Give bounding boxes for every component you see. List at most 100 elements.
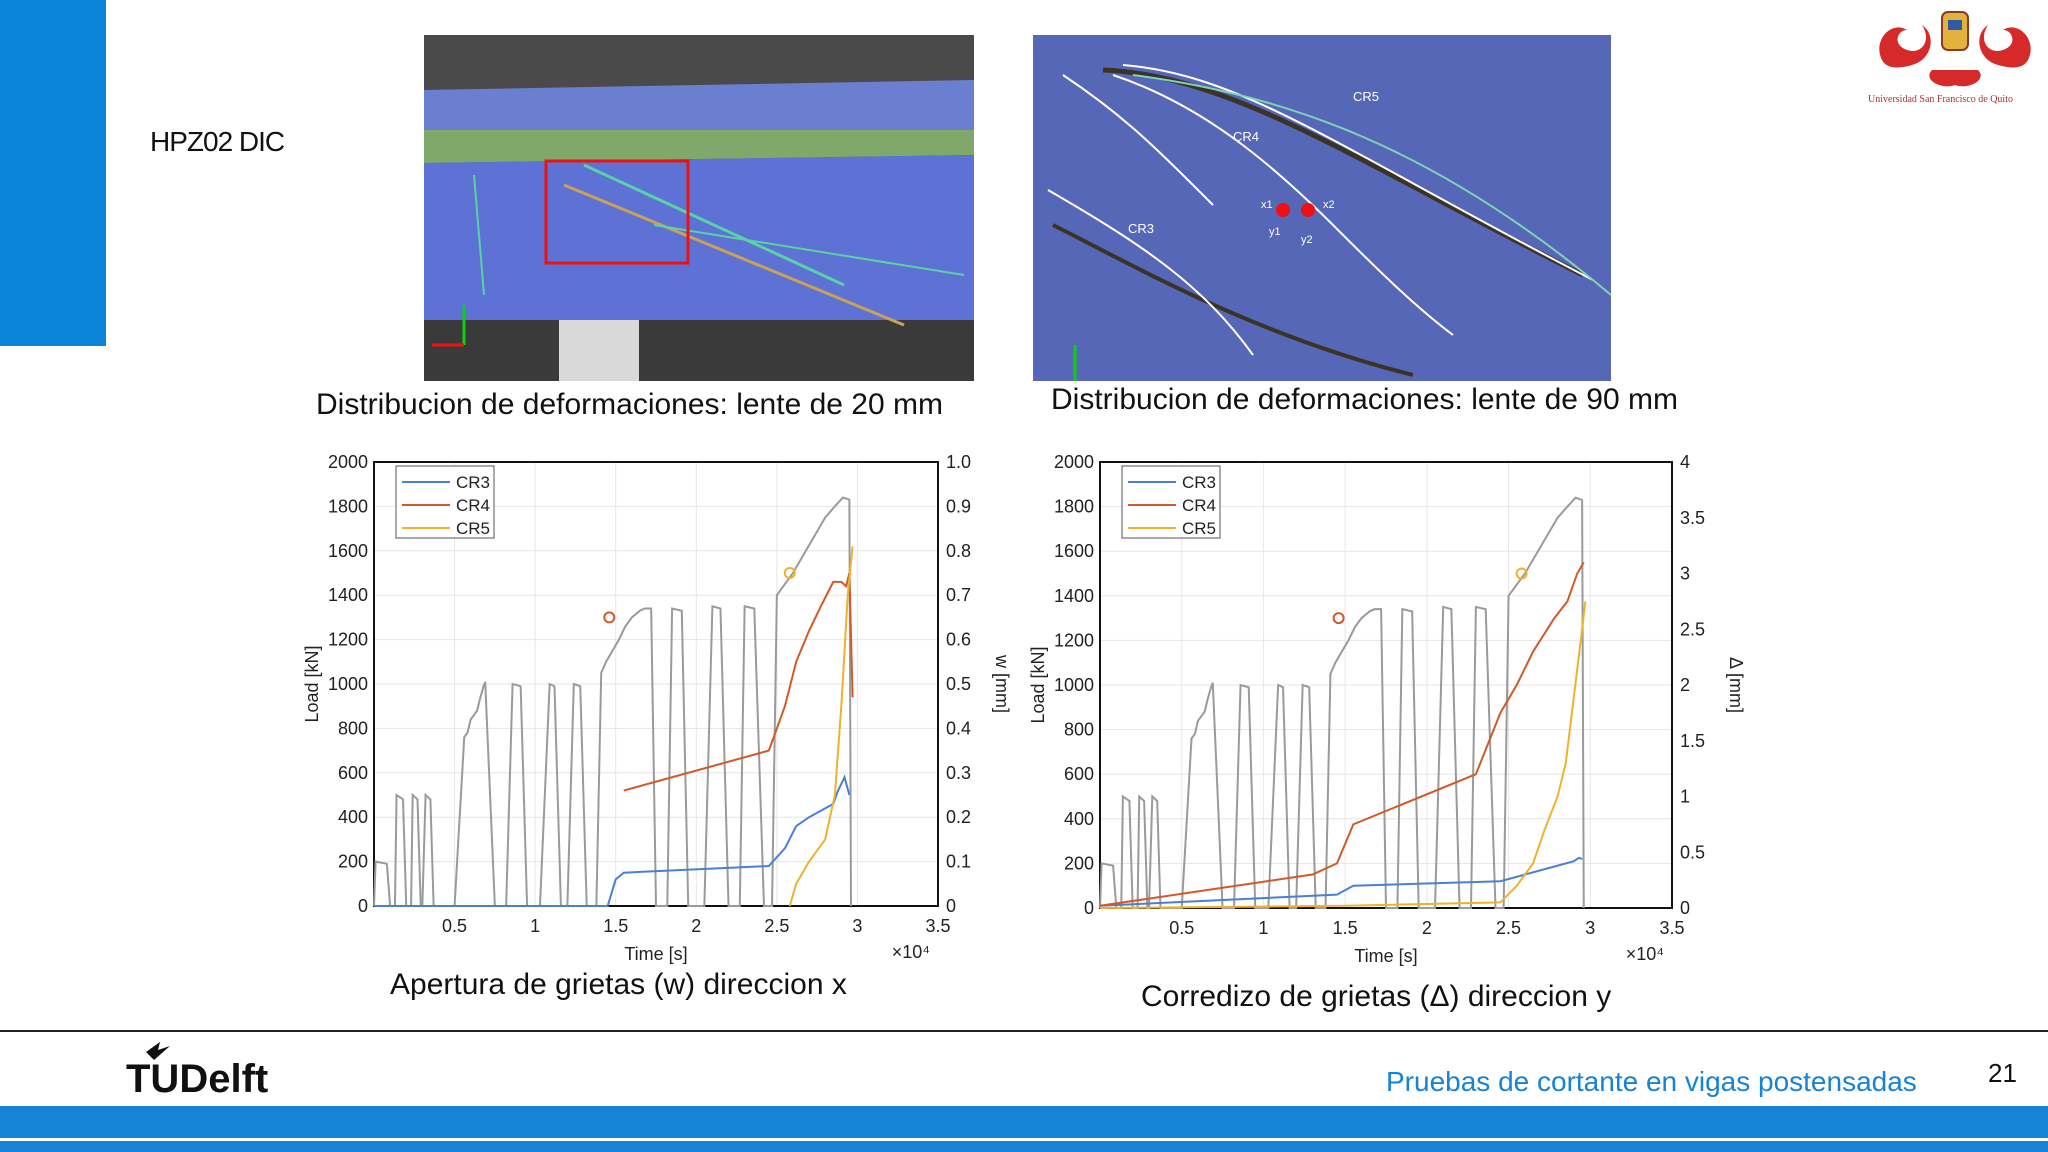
y-axis-label-right: Δ [mm] [1726, 657, 1746, 713]
x-tick-label: 2.5 [1496, 918, 1521, 938]
slide-title: HPZ02 DIC [150, 126, 285, 157]
series-line-cr3 [374, 774, 851, 907]
y-tick-label-right: 0.2 [946, 807, 971, 827]
y-tick-label-left: 200 [1064, 853, 1094, 873]
footer-bar-thin [0, 1141, 2048, 1152]
photo-caption-20mm: Distribucion de deformaciones: lente de … [316, 388, 943, 421]
legend-box [395, 465, 495, 539]
y-tick-label-right: 3 [1680, 564, 1690, 584]
legend-label: CR3 [1182, 473, 1216, 492]
y-tick-label-right: 0 [946, 896, 956, 916]
onset-marker [603, 611, 616, 624]
y-tick-label-left: 1000 [328, 674, 368, 694]
crack-label: CR5 [1353, 89, 1379, 104]
series-line-cr5 [788, 546, 854, 907]
y-tick-label-left: 600 [1064, 764, 1094, 784]
chart-caption-w: Apertura de grietas (w) direccion x [390, 968, 847, 1001]
marker-label: y2 [1301, 234, 1313, 246]
x-tick-label: 0.5 [442, 916, 467, 936]
onset-marker [783, 567, 796, 579]
y-tick-label-left: 0 [358, 896, 368, 916]
crack-label: CR4 [1233, 129, 1259, 144]
y-tick-label-left: 1200 [1054, 630, 1094, 650]
x-tick-label: 1.5 [1333, 918, 1358, 938]
accent-block [0, 0, 106, 346]
y-tick-label-right: 1.5 [1680, 731, 1705, 751]
y-tick-label-left: 800 [1064, 720, 1094, 740]
marker-label: x1 [1261, 199, 1273, 211]
y-tick-label-left: 800 [338, 718, 368, 738]
y-axis-label-right: w [mm] [992, 654, 1012, 713]
legend-label: CR3 [456, 473, 490, 492]
x-axis-multiplier: ×10⁴ [892, 942, 930, 962]
y-tick-label-left: 0 [1084, 898, 1094, 918]
y-axis-label-left: Load [kN] [1028, 646, 1048, 723]
y-tick-label-right: 0.4 [946, 718, 971, 738]
x-tick-label: 0.5 [1169, 918, 1194, 938]
tudelft-logo: TUDelft [126, 1042, 268, 1100]
y-tick-label-right: 0.6 [946, 630, 971, 650]
x-tick-label: 3.5 [1659, 918, 1684, 938]
legend-label: CR5 [1182, 519, 1216, 538]
y-tick-label-left: 600 [338, 763, 368, 783]
crack-label: CR3 [1128, 221, 1154, 236]
legend-box [1121, 465, 1221, 539]
legend-label: CR5 [456, 519, 490, 538]
y-tick-label-left: 1600 [1054, 541, 1094, 561]
y-tick-label-left: 2000 [1054, 452, 1094, 472]
x-axis-label: Time [s] [1354, 946, 1417, 966]
y-axis-label-left: Load [kN] [302, 645, 322, 722]
marker-label: y1 [1269, 226, 1281, 238]
series-line-cr5 [1099, 601, 1587, 909]
y-tick-label-right: 1.0 [946, 452, 971, 472]
series-line-cr4 [1099, 561, 1585, 907]
load-series-line [1099, 496, 1585, 909]
page-number: 21 [1988, 1058, 2017, 1088]
y-tick-label-right: 1 [1680, 787, 1690, 807]
x-tick-label: 3.5 [925, 916, 950, 936]
y-tick-label-left: 2000 [328, 452, 368, 472]
x-tick-label: 3 [1585, 918, 1595, 938]
university-logo-text: Universidad San Francisco de Quito [1868, 94, 2013, 105]
x-tick-label: 2.5 [764, 916, 789, 936]
y-tick-label-left: 200 [338, 852, 368, 872]
x-tick-label: 1 [530, 916, 540, 936]
tudelft-logo-text: TUDelft [126, 1057, 268, 1100]
x-tick-label: 1.5 [603, 916, 628, 936]
y-tick-label-right: 3.5 [1680, 508, 1705, 528]
y-tick-label-right: 0.8 [946, 541, 971, 561]
y-tick-label-left: 400 [338, 807, 368, 827]
y-tick-label-left: 1000 [1054, 675, 1094, 695]
y-tick-label-right: 0.7 [946, 585, 971, 605]
load-series-line [373, 496, 852, 907]
y-tick-label-left: 1400 [328, 585, 368, 605]
marker-label: x2 [1323, 199, 1335, 211]
y-tick-label-left: 1600 [328, 541, 368, 561]
y-tick-label-right: 0.3 [946, 763, 971, 783]
x-axis-multiplier: ×10⁴ [1626, 944, 1664, 964]
legend-label: CR4 [1182, 496, 1216, 515]
university-logo [1879, 11, 2031, 87]
onset-marker [1515, 567, 1528, 580]
y-tick-label-right: 0.9 [946, 496, 971, 516]
footer-title: Pruebas de cortante en vigas postensadas [1386, 1066, 1917, 1097]
dic-photo-20mm [424, 35, 974, 381]
legend-label: CR4 [456, 496, 490, 515]
footer-divider [0, 1030, 2048, 1032]
y-tick-label-right: 0.1 [946, 852, 971, 872]
y-tick-label-left: 1400 [1054, 586, 1094, 606]
y-tick-label-right: 4 [1680, 452, 1690, 472]
series-line-cr3 [1099, 856, 1583, 907]
y-tick-label-left: 1800 [1054, 497, 1094, 517]
chart-caption-delta: Corredizo de grietas (Δ) direccion y [1141, 980, 1612, 1013]
y-tick-label-right: 0.5 [1680, 842, 1705, 862]
y-tick-label-right: 2.5 [1680, 619, 1705, 639]
y-tick-label-right: 2 [1680, 675, 1690, 695]
series-line-cr4 [623, 572, 854, 792]
x-tick-label: 2 [1422, 918, 1432, 938]
x-axis-label: Time [s] [624, 944, 687, 964]
x-tick-label: 2 [691, 916, 701, 936]
y-tick-label-right: 0.5 [946, 674, 971, 694]
dic-photo-90mm: CR5 CR4 CR3 x1 x2 y1 y2 [1033, 35, 1611, 381]
